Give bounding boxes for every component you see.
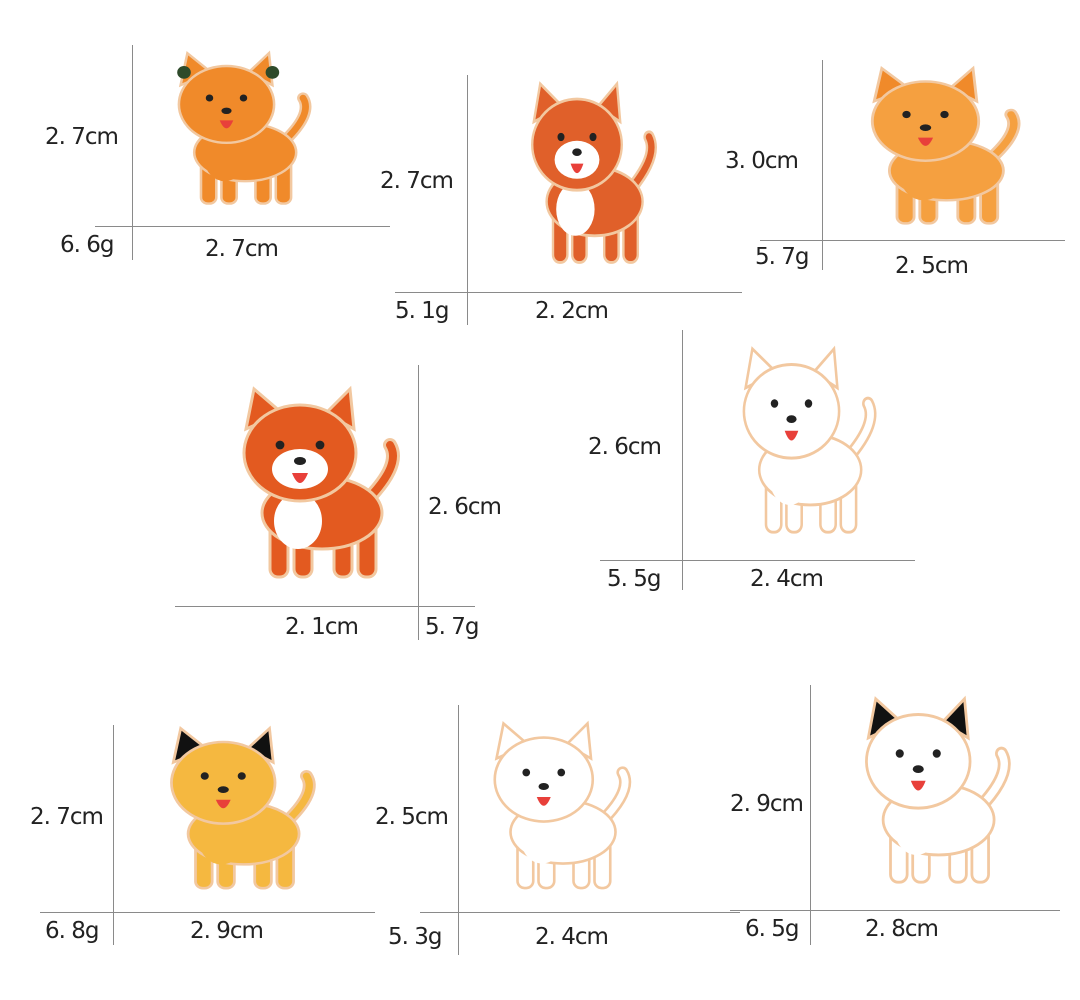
- width-guide-line: [395, 292, 742, 293]
- height-guide-line: [418, 365, 419, 640]
- width-label: 2. 9cm: [190, 918, 264, 944]
- height-guide-line: [132, 45, 133, 260]
- dog-illustration: [742, 345, 877, 534]
- pomeranian-pin-image: [465, 720, 640, 895]
- height-guide-line: [113, 725, 114, 945]
- height-label: 3. 0cm: [725, 148, 799, 174]
- width-label: 2. 5cm: [895, 253, 969, 279]
- width-guide-line: [420, 912, 740, 913]
- weight-label: 5. 7g: [425, 614, 479, 640]
- height-label: 2. 9cm: [730, 791, 804, 817]
- height-label: 2. 7cm: [380, 168, 454, 194]
- weight-label: 6. 5g: [745, 916, 799, 942]
- width-label: 2. 8cm: [865, 916, 939, 942]
- width-label: 2. 2cm: [535, 298, 609, 324]
- dog-illustration: [170, 725, 316, 890]
- golden-pin-image: [840, 65, 1030, 230]
- weight-label: 5. 5g: [607, 566, 661, 592]
- dog-illustration: [242, 385, 400, 579]
- corgi-pin-image: [210, 385, 410, 585]
- height-label: 2. 5cm: [375, 804, 449, 830]
- width-guide-line: [760, 240, 1065, 241]
- weight-label: 5. 7g: [755, 244, 809, 270]
- black-white-frenchie-pin-image: [835, 695, 1020, 890]
- height-guide-line: [458, 705, 459, 955]
- width-guide-line: [730, 910, 1060, 911]
- height-label: 2. 6cm: [428, 494, 502, 520]
- dog-illustration: [870, 65, 1021, 225]
- width-label: 2. 4cm: [535, 924, 609, 950]
- height-guide-line: [467, 75, 468, 325]
- height-label: 2. 7cm: [45, 124, 119, 150]
- white-frenchie-pin-image: [715, 345, 885, 540]
- poodle-pin-image: [150, 50, 320, 210]
- height-guide-line: [682, 330, 683, 590]
- height-guide-line: [810, 685, 811, 945]
- width-label: 2. 7cm: [205, 236, 279, 262]
- width-label: 2. 4cm: [750, 566, 824, 592]
- dog-illustration: [531, 80, 657, 264]
- width-guide-line: [175, 606, 475, 607]
- weight-label: 5. 1g: [395, 298, 449, 324]
- height-guide-line: [822, 60, 823, 270]
- width-guide-line: [95, 226, 390, 227]
- weight-label: 6. 6g: [60, 232, 114, 258]
- dog-illustration: [493, 720, 632, 890]
- width-label: 2. 1cm: [285, 614, 359, 640]
- dog-illustration: [177, 50, 312, 205]
- dog-illustration: [865, 695, 1011, 884]
- pug-pin-image: [140, 725, 325, 895]
- weight-label: 6. 8g: [45, 918, 99, 944]
- weight-label: 5. 3g: [388, 924, 442, 950]
- shiba-pin-image: [505, 80, 665, 270]
- width-guide-line: [600, 560, 915, 561]
- height-label: 2. 6cm: [588, 434, 662, 460]
- width-guide-line: [40, 912, 375, 913]
- height-label: 2. 7cm: [30, 804, 104, 830]
